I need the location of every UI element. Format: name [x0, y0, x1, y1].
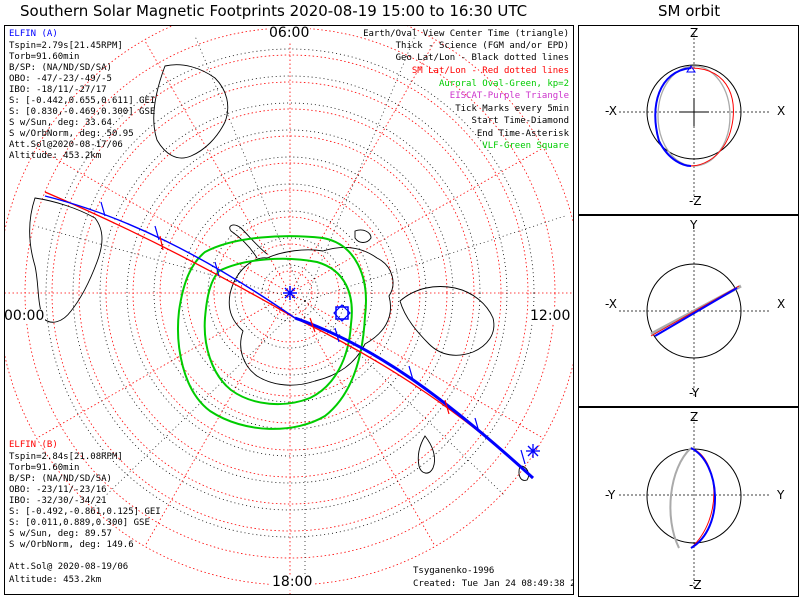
start-time-diamond	[333, 304, 351, 322]
elfin-b-name: ELFIN (B)	[9, 440, 58, 450]
elfin-b-line: Torb=91.60min	[9, 463, 80, 473]
orbit-panel-yz-svg	[619, 418, 769, 588]
footprint-map-svg	[5, 26, 573, 594]
new-zealand-coastline	[417, 435, 436, 474]
elfin-b-line: S w/OrbNorm, deg: 149.6	[9, 540, 134, 550]
legend-entry: Auroral Oval-Green, kp=2	[438, 79, 569, 89]
legend-entry: Geo Lat/Lon - Black dotted lines	[395, 53, 569, 63]
end-time-asterisk	[526, 444, 540, 458]
elfin-a-line: Att.Sol@2020-08-17/06	[9, 140, 123, 150]
clock-label-right: 12:00	[529, 308, 572, 324]
axis-label-top: Z	[690, 410, 699, 424]
orbit-panel-yz: Z -Z -Y Y	[578, 407, 799, 597]
elfin-a-line: Tspin=2.79s[21.45RPM]	[9, 41, 123, 51]
elfin-b-line: Altitude: 453.2km	[9, 575, 102, 585]
antarctic-peninsula	[229, 224, 268, 259]
island-coastline	[354, 229, 372, 243]
elfin-a-line: S w/Sun, deg: 33.64	[9, 118, 112, 128]
geo-longitude-lines	[34, 35, 566, 586]
view-center-asterisk	[283, 286, 297, 300]
figure-title: Southern Solar Magnetic Footprints 2020-…	[20, 2, 528, 20]
legend-entry: Start Time-Diamond	[471, 116, 569, 126]
south-america-coastline	[29, 197, 103, 323]
elfin-a-track	[44, 195, 535, 480]
elfin-b-line: S: [-0.492,-0.861,0.125] GEI	[9, 507, 161, 517]
island-coastline	[518, 465, 530, 481]
clock-label-bottom: 18:00	[271, 574, 314, 590]
legend-entry: EISCAT-Purple Triangle	[449, 91, 569, 101]
elfin-b-line: OBO: -23/11/-23/16	[9, 485, 107, 495]
elfin-b-track	[44, 191, 534, 479]
axis-label-bottom: -Y	[689, 386, 700, 400]
auroral-ovals	[177, 235, 367, 430]
elfin-b-line: S w/Sun, deg: 89.57	[9, 529, 112, 539]
elfin-a-name: ELFIN (A)	[9, 29, 58, 39]
model-credit: Tsyganenko-1996	[413, 566, 495, 576]
elfin-a-line: S: [-0.442,0.655,0.611] GEI	[9, 96, 156, 106]
elfin-a-line: IBO: -18/11/-27/17	[9, 85, 107, 95]
axis-label-left: -Y	[605, 488, 616, 502]
legend-entry: SM Lat/Lon - Red dotted lines	[411, 66, 569, 76]
axis-label-right: X	[777, 104, 786, 118]
elfin-b-line: Att.Sol@ 2020-08-19/06	[9, 562, 129, 572]
axis-label-bottom: -Z	[689, 578, 702, 592]
orbit-panel-title: SM orbit	[658, 2, 721, 20]
elfin-a-line: B/SP: (NA/ND/SD/SA)	[9, 63, 112, 73]
geo-latitude-circles	[45, 48, 535, 538]
elfin-a-line: S w/OrbNorm, deg: 50.95	[9, 129, 134, 139]
elfin-b-line: B/SP: (NA/ND/SD/SA)	[9, 474, 112, 484]
elfin-a-line: OBO: -47/-23/-49/-5	[9, 74, 112, 84]
axis-label-left: -X	[605, 104, 617, 118]
africa-coastline	[153, 64, 229, 159]
elfin-a-line: S: [0.830,-0.469,0.300] GSE	[9, 107, 156, 117]
clock-label-left: 00:00	[4, 308, 46, 324]
elfin-a-line: Torb=91.60min	[9, 52, 80, 62]
coastlines	[29, 64, 530, 481]
created-timestamp: Created: Tue Jan 24 08:49:38 2023	[413, 579, 574, 589]
orbit-panel-xz: Z -Z -X X	[578, 25, 799, 215]
footprint-map: 06:00 00:00 12:00 18:00 ELFIN (A) Tspin=…	[4, 25, 574, 595]
axis-label-bottom: -Z	[689, 194, 702, 208]
track-tick-marks-b	[159, 235, 450, 415]
legend-entry: VLF-Green Square	[482, 141, 569, 151]
australia-coastline	[399, 286, 495, 356]
axis-label-right: X	[777, 297, 786, 311]
legend-entry: End Time-Asterisk	[476, 129, 569, 139]
elfin-b-line: IBO: -32/30/-34/21	[9, 496, 107, 506]
axis-label-top: Z	[690, 26, 699, 40]
orbit-panel-xy: Y -Y -X X	[578, 215, 799, 407]
orbit-panel-xz-svg	[619, 34, 769, 201]
axis-label-left: -X	[605, 297, 617, 311]
elfin-b-line: S: [0.011,0.889,0.300] GSE	[9, 518, 150, 528]
track-tick-marks	[100, 201, 526, 465]
legend-entry: Thick - Science (FGM and/or EPD)	[395, 41, 569, 51]
orbit-panel-xy-svg	[619, 226, 769, 396]
axis-label-top: Y	[690, 218, 698, 232]
elfin-b-line: Tspin=2.84s[21.08RPM]	[9, 452, 123, 462]
auroral-oval-inner	[203, 257, 353, 406]
vlf-green-square	[335, 306, 349, 320]
antarctica-coastline	[228, 247, 394, 386]
legend-entry: Tick Marks every 5min	[455, 104, 569, 114]
auroral-oval-outer	[177, 235, 367, 430]
elfin-a-line: Altitude: 453.2km	[9, 151, 102, 161]
axis-label-right: Y	[777, 488, 785, 502]
legend-entry: Earth/Oval View Center Time (triangle)	[363, 29, 569, 39]
clock-label-top: 06:00	[268, 25, 311, 41]
